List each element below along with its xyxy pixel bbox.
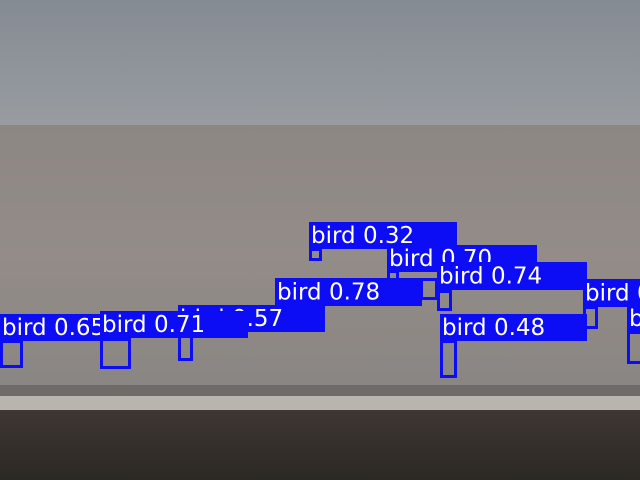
- label-text: bird 0.55: [585, 281, 640, 307]
- ground: [0, 410, 640, 480]
- detection: bird 0.48: [440, 314, 587, 378]
- bounding-box: [309, 248, 322, 261]
- label-text: bird 0.78: [277, 280, 380, 306]
- label-background: [100, 311, 248, 338]
- label-text: bird 0.65: [2, 315, 105, 341]
- label-background: [309, 222, 457, 249]
- detection: bird 0.55: [583, 279, 640, 329]
- label-background: [437, 262, 587, 290]
- label-text: bird 0.48: [442, 315, 545, 341]
- label-text: bird 0.41: [629, 306, 640, 332]
- label-background: [440, 314, 587, 341]
- bounding-box: [0, 340, 23, 368]
- label-text: bird 0.74: [439, 264, 542, 290]
- detection: bird 0.74: [437, 262, 587, 311]
- bounding-box: [440, 340, 457, 378]
- detection: bird 0.78: [275, 278, 438, 306]
- label-background: [275, 278, 422, 306]
- label-text: bird 0.71: [102, 312, 205, 338]
- bounding-box: [583, 306, 598, 329]
- label-background: [583, 279, 640, 307]
- bounding-box: [100, 338, 131, 369]
- detection: bird 0.41: [627, 305, 640, 364]
- shore: [0, 396, 640, 412]
- label-text: bird 0.32: [311, 223, 414, 249]
- detection: bird 0.71: [100, 311, 248, 369]
- detection: bird 0.65: [0, 314, 120, 368]
- detection: bird 0.32: [309, 222, 457, 261]
- bounding-box: [437, 290, 452, 311]
- label-background: [627, 305, 640, 332]
- waterline: [0, 385, 640, 397]
- sky: [0, 0, 640, 125]
- bounding-box: [627, 331, 640, 364]
